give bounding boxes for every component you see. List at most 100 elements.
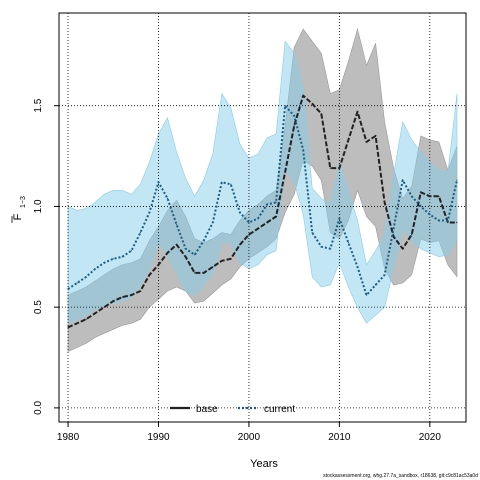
point-base-2021 [438, 195, 440, 197]
y-tick-label-2: 1.0 [33, 199, 44, 213]
point-base-2008 [320, 113, 322, 115]
point-current-2018 [411, 195, 413, 197]
point-current-2000 [248, 221, 250, 224]
point-current-2020 [429, 213, 431, 216]
point-current-2008 [320, 246, 322, 248]
point-current-1994 [194, 254, 196, 256]
point-current-2023 [456, 179, 458, 181]
point-current-2015 [384, 274, 386, 276]
confidence-bands [67, 27, 458, 352]
point-base-2020 [429, 195, 431, 197]
point-base-1981 [76, 322, 78, 324]
point-current-1980 [67, 288, 69, 290]
point-base-2006 [302, 95, 304, 97]
point-base-2005 [293, 125, 295, 127]
point-current-1998 [230, 183, 232, 185]
x-tick-label-2010: 2010 [328, 432, 351, 443]
point-base-1982 [85, 318, 87, 320]
point-current-2011 [347, 242, 350, 244]
point-base-2015 [384, 201, 386, 203]
point-base-2004 [284, 171, 286, 173]
point-current-2007 [311, 232, 313, 234]
point-current-1999 [239, 211, 241, 214]
point-current-1995 [203, 240, 205, 242]
x-tick-label-2000: 2000 [238, 432, 261, 443]
point-current-2003 [275, 201, 277, 203]
point-base-1992 [175, 244, 178, 246]
point-base-1999 [239, 244, 241, 246]
y-tick-label-3: 1.5 [33, 98, 44, 112]
y-tick-label-0: 0.0 [33, 401, 44, 415]
point-base-2003 [275, 215, 277, 218]
point-base-2002 [266, 221, 268, 224]
point-current-2009 [329, 248, 331, 250]
point-current-2016 [393, 227, 395, 230]
point-base-2018 [411, 234, 413, 236]
y-tick-label-1: 0.5 [33, 300, 44, 314]
point-current-2012 [356, 266, 359, 268]
x-tick-label-1980: 1980 [57, 432, 80, 443]
point-current-2002 [266, 203, 268, 206]
point-base-1987 [130, 294, 132, 296]
point-current-1986 [121, 256, 123, 258]
point-base-1988 [139, 290, 141, 292]
point-current-2017 [402, 179, 404, 181]
point-current-1989 [148, 211, 151, 214]
x-tick-label-2020: 2020 [419, 432, 442, 443]
point-current-2004 [284, 105, 286, 107]
y-axis-label-sub: 1−3 [20, 196, 27, 208]
x-axis: 1980 1990 2000 2010 2020 [57, 422, 441, 443]
x-tick-label-1990: 1990 [147, 432, 170, 443]
point-base-1997 [221, 260, 223, 262]
point-base-1995 [203, 272, 205, 274]
point-base-2007 [311, 103, 313, 105]
point-base-1984 [103, 306, 105, 308]
point-base-2023 [456, 221, 458, 224]
point-base-2016 [393, 236, 395, 238]
point-base-1985 [112, 300, 114, 302]
point-current-1988 [139, 232, 141, 234]
point-current-2013 [365, 294, 368, 296]
series-line-base [67, 94, 457, 329]
point-base-1990 [157, 264, 160, 266]
point-base-1991 [166, 252, 169, 254]
point-base-1986 [121, 296, 123, 298]
point-base-2011 [347, 139, 350, 141]
point-current-2001 [257, 217, 259, 220]
point-base-2019 [420, 191, 422, 193]
legend-base-label: base [196, 404, 218, 415]
point-current-1996 [212, 221, 214, 224]
point-base-2014 [374, 135, 377, 137]
point-current-2006 [302, 149, 304, 151]
point-base-2000 [248, 234, 250, 236]
point-base-1989 [148, 274, 151, 276]
point-current-2019 [420, 205, 422, 208]
x-axis-label: Years [250, 458, 278, 470]
point-current-1983 [94, 268, 96, 270]
point-current-1990 [157, 181, 160, 183]
legend-current-label: current [264, 404, 295, 415]
point-base-2001 [257, 227, 259, 230]
point-current-1993 [185, 248, 187, 250]
point-current-2005 [293, 115, 295, 117]
point-current-1991 [166, 197, 169, 199]
point-base-1996 [212, 266, 214, 268]
point-current-1982 [85, 276, 87, 278]
point-current-1992 [175, 223, 178, 226]
point-current-1984 [103, 262, 105, 264]
point-base-2009 [329, 167, 331, 169]
point-current-1981 [76, 282, 78, 284]
point-base-2010 [338, 167, 340, 169]
series-line-current [67, 104, 458, 297]
point-current-1997 [221, 181, 223, 183]
point-current-1985 [112, 258, 114, 260]
grid [59, 13, 466, 422]
point-base-2022 [447, 221, 449, 224]
point-current-2010 [338, 217, 340, 220]
point-base-2017 [402, 248, 404, 250]
band-current [67, 40, 458, 324]
point-base-2012 [356, 111, 359, 113]
point-current-2022 [447, 219, 449, 222]
y-axis-label-main: F [12, 213, 24, 220]
